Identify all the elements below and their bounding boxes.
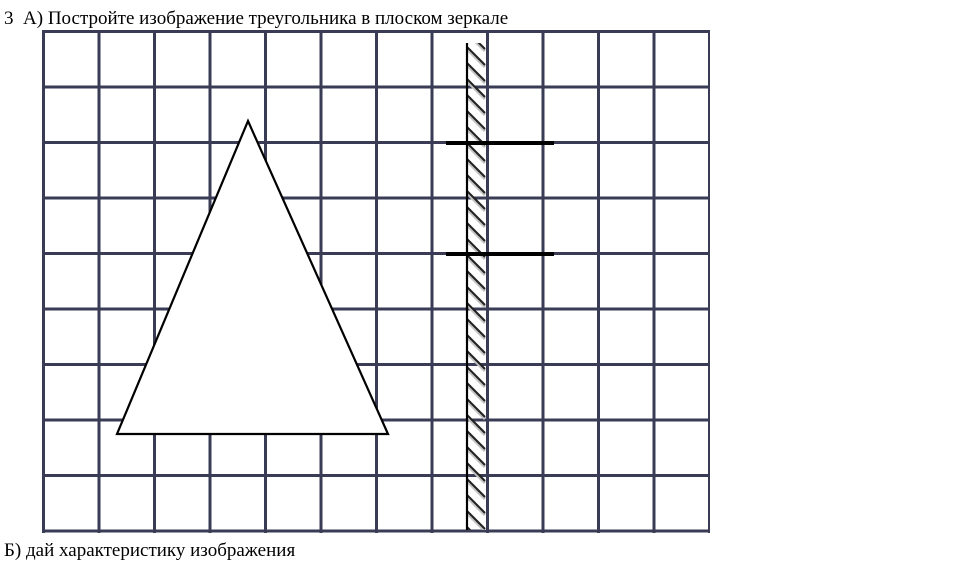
problem-part-a: 3 А) Постройте изображение треугольника …	[4, 8, 508, 30]
part-a-label: А)	[23, 8, 43, 29]
part-b-text: дай характеристику изображения	[26, 540, 295, 561]
part-b-label: Б)	[4, 540, 21, 561]
page-root: 3 А) Постройте изображение треугольника …	[0, 0, 954, 565]
problem-part-b: Б) дай характеристику изображения	[4, 540, 295, 562]
part-a-text: Постройте изображение треугольника в пло…	[48, 8, 508, 29]
mirror-diagram	[42, 30, 710, 533]
problem-number: 3	[4, 8, 14, 29]
